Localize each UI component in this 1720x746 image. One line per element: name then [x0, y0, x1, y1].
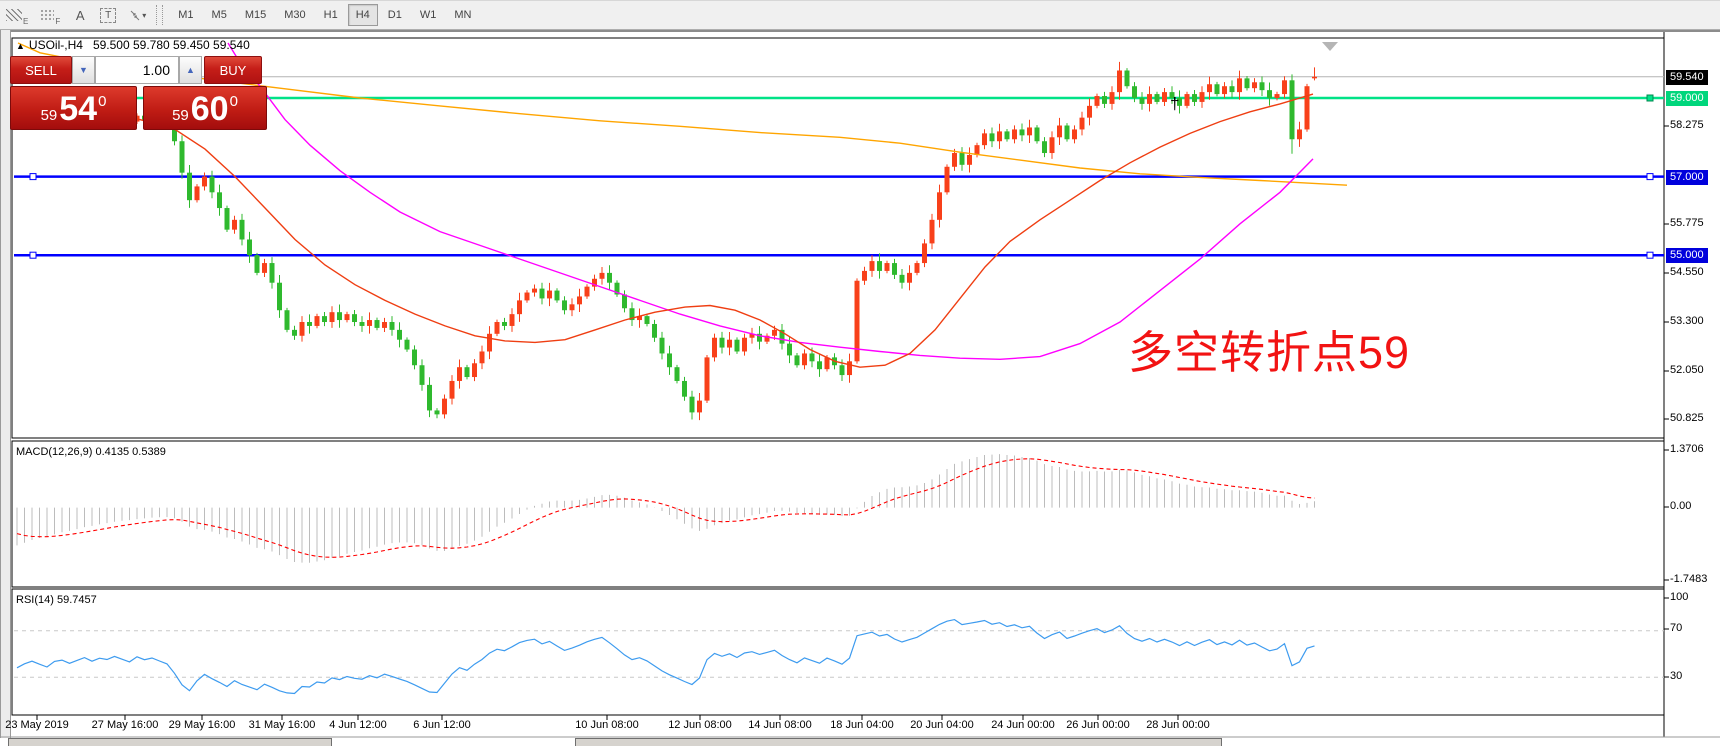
tbox-glyph: T	[100, 7, 117, 23]
rsi-tick-label: 30	[1670, 670, 1683, 682]
dotgrid-glyph	[40, 9, 55, 21]
main-pane[interactable]	[11, 37, 1665, 439]
time-label: 27 May 16:00	[91, 719, 159, 731]
rsi-tick-label: 100	[1670, 591, 1689, 603]
time-label: 14 Jun 08:00	[748, 719, 812, 731]
volume-down-spinner[interactable]: ▼	[72, 56, 95, 84]
time-label: 6 Jun 12:00	[413, 719, 471, 731]
text-label-icon[interactable]: A	[75, 7, 85, 23]
macd-histogram	[16, 454, 1315, 563]
time-label: 26 Jun 00:00	[1066, 719, 1130, 731]
ma-fast-line	[13, 93, 1314, 368]
window-tab-segment[interactable]	[8, 738, 332, 746]
price-badge-59.540: 59.540	[1666, 69, 1708, 85]
time-label: 18 Jun 04:00	[830, 719, 894, 731]
timeframe-M5[interactable]: M5	[211, 9, 227, 21]
chart-canvas[interactable]: †	[0, 30, 1720, 746]
dropdown-caret-icon: ▾	[142, 10, 147, 20]
volume-input[interactable]	[95, 56, 179, 84]
chart-toolbar: E F A T ▾ M1 M5 M15 M30 H1 H4 D1 W1 MN	[0, 0, 1720, 30]
ask-sup: 0	[229, 93, 238, 110]
window-tab-segment[interactable]	[575, 738, 1222, 746]
macd-tick-label: -1.7483	[1670, 573, 1708, 585]
arrows-icon[interactable]: ▾	[124, 3, 150, 27]
ask-prefix: 59	[172, 107, 189, 124]
hatch-glyph	[6, 9, 22, 21]
rsi-label: RSI(14) 59.7457	[16, 594, 97, 606]
volume-up-spinner[interactable]: ▲	[179, 56, 202, 84]
symbol-name: USOil-,H4	[28, 38, 83, 52]
buy-button[interactable]: BUY	[204, 56, 262, 84]
macd-signal-line	[16, 458, 1315, 558]
time-label: 29 May 16:00	[168, 719, 236, 731]
bid-prefix: 59	[40, 107, 58, 124]
time-label: 20 Jun 04:00	[910, 719, 974, 731]
price-tick-label: 52.050	[1670, 364, 1704, 376]
macd-tick-label: 1.3706	[1670, 443, 1704, 455]
grid-icon[interactable]: F	[36, 3, 64, 27]
timeframe-M1[interactable]: M1	[178, 9, 194, 21]
price-badge-57.000: 57.000	[1666, 169, 1708, 185]
toolbar-grip[interactable]	[156, 5, 164, 25]
time-label: 12 Jun 08:00	[668, 719, 732, 731]
price-tick-label: 53.300	[1670, 315, 1704, 327]
price-badge-59.000: 59.000	[1666, 90, 1708, 106]
time-label: 31 May 16:00	[248, 719, 316, 731]
time-label: 23 May 2019	[5, 719, 69, 731]
grid-icon-sub: F	[55, 17, 61, 26]
timeframe-D1[interactable]: D1	[387, 9, 402, 21]
price-tick-label: 54.550	[1670, 266, 1704, 278]
ohlc-values: 59.500 59.780 59.450 59.540	[92, 38, 250, 52]
bid-main: 54	[59, 90, 98, 128]
hline-handle[interactable]	[29, 173, 37, 181]
left-gutter	[0, 30, 11, 746]
macd-tick-label: 0.00	[1670, 500, 1692, 512]
sell-button[interactable]: SELL	[10, 56, 72, 84]
chart-annotation-text: 多空转折点59	[1128, 327, 1411, 378]
candles	[14, 61, 1317, 421]
timeframe-H1[interactable]: H1	[323, 9, 338, 21]
price-badge-55.000: 55.000	[1666, 247, 1708, 263]
time-label: 4 Jun 12:00	[329, 719, 387, 731]
chart-shift-marker-icon[interactable]	[1322, 42, 1338, 51]
macd-label: MACD(12,26,9) 0.4135 0.5389	[16, 446, 166, 458]
timeframe-M15[interactable]: M15	[244, 9, 267, 21]
arrows-glyph	[130, 10, 140, 20]
bottom-tab-strip	[0, 738, 1720, 746]
timeframe-MN[interactable]: MN	[454, 9, 472, 21]
indicators-icon[interactable]: E	[2, 3, 32, 27]
price-tick-label: 50.825	[1670, 412, 1704, 424]
text-box-icon[interactable]: T	[96, 3, 120, 27]
indicators-icon-sub: E	[23, 17, 29, 26]
collapse-icon[interactable]: ▲	[16, 41, 25, 51]
dagger-annotation: †	[1170, 94, 1179, 113]
timeframe-H4[interactable]: H4	[347, 4, 378, 26]
ma-mid-line	[227, 42, 1314, 361]
symbol-header: ▲ USOil-,H4 59.500 59.780 59.450 59.540	[16, 38, 250, 52]
rsi-tick-label: 70	[1670, 622, 1683, 634]
timeframe-bar: M1 M5 M15 M30 H1 H4 D1 W1 MN	[169, 4, 480, 26]
time-label: 28 Jun 00:00	[1146, 719, 1210, 731]
bid-quote-box[interactable]: 59 54 0	[10, 86, 137, 130]
price-tick-label: 55.775	[1670, 217, 1704, 229]
one-click-trading-panel: SELL ▼ ▲ BUY 59 54 0 59 60 0	[10, 56, 269, 130]
hline-handle[interactable]	[1646, 94, 1654, 102]
time-label: 10 Jun 08:00	[575, 719, 639, 731]
ask-main: 60	[190, 90, 229, 128]
time-label: 24 Jun 00:00	[991, 719, 1055, 731]
timeframe-M30[interactable]: M30	[284, 9, 306, 21]
bid-sup: 0	[98, 93, 107, 110]
ask-quote-box[interactable]: 59 60 0	[143, 86, 267, 130]
hline-handle[interactable]	[1646, 251, 1654, 259]
hline-handle[interactable]	[1646, 173, 1654, 181]
rsi-line	[16, 618, 1315, 695]
price-tick-label: 58.275	[1670, 119, 1704, 131]
hline-handle[interactable]	[29, 251, 37, 259]
rsi-pane[interactable]	[11, 588, 1665, 716]
timeframe-W1[interactable]: W1	[419, 9, 437, 21]
